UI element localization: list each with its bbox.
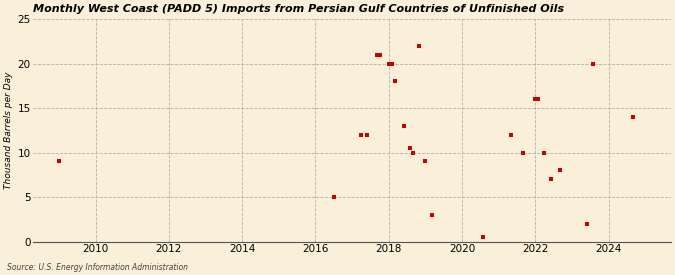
Point	[399, 124, 410, 128]
Point	[328, 195, 339, 199]
Point	[539, 150, 550, 155]
Point	[582, 222, 593, 226]
Point	[588, 61, 599, 66]
Point	[374, 53, 385, 57]
Point	[533, 97, 543, 101]
Point	[371, 53, 382, 57]
Point	[530, 97, 541, 101]
Point	[426, 213, 437, 217]
Point	[420, 159, 431, 164]
Point	[408, 150, 418, 155]
Point	[356, 133, 367, 137]
Point	[628, 115, 639, 119]
Point	[389, 79, 400, 84]
Point	[518, 150, 529, 155]
Text: Source: U.S. Energy Information Administration: Source: U.S. Energy Information Administ…	[7, 263, 188, 272]
Point	[362, 133, 373, 137]
Point	[554, 168, 565, 173]
Point	[383, 61, 394, 66]
Point	[506, 133, 516, 137]
Y-axis label: Thousand Barrels per Day: Thousand Barrels per Day	[4, 72, 14, 189]
Text: Monthly West Coast (PADD 5) Imports from Persian Gulf Countries of Unfinished Oi: Monthly West Coast (PADD 5) Imports from…	[33, 4, 564, 14]
Point	[404, 146, 415, 150]
Point	[386, 61, 397, 66]
Point	[478, 235, 489, 239]
Point	[414, 44, 425, 48]
Point	[53, 159, 64, 164]
Point	[545, 177, 556, 182]
